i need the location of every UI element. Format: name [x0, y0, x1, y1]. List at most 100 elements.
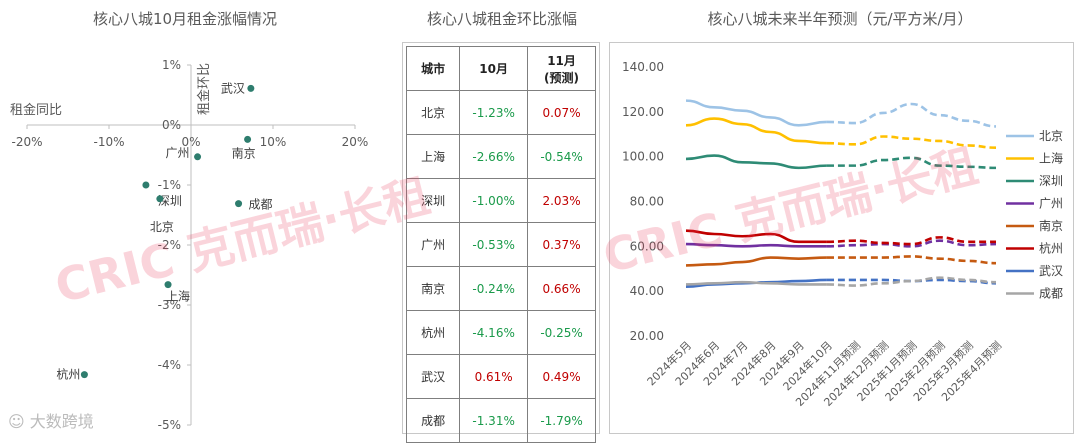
table-cell-oct: -4.16%	[459, 310, 529, 355]
table-cell-city: 武汉	[405, 354, 461, 399]
x-tick-label: 0%	[181, 135, 200, 149]
table-cell-city: 南京	[405, 266, 461, 311]
table-row: 武汉 0.61% 0.49%	[405, 354, 596, 399]
table-row: 广州 -0.53% 0.37%	[405, 222, 596, 267]
y-tick-label: 100.00	[622, 150, 664, 164]
series-line-广州-actual	[685, 242, 827, 248]
legend-label: 北京	[1039, 129, 1063, 143]
series-line-杭州-actual	[685, 229, 827, 244]
table-cell-city: 上海	[405, 134, 461, 179]
table-cell-city: 广州	[405, 222, 461, 267]
table-cell-nov: 0.07%	[527, 90, 596, 135]
scatter-label: 上海	[166, 289, 190, 304]
legend-label: 深圳	[1039, 174, 1063, 188]
legend-label: 武汉	[1039, 264, 1063, 278]
logo-icon: ☺	[8, 412, 25, 431]
logo-text: ☺ 大数跨境	[8, 408, 94, 432]
y-tick-label: -2%	[158, 238, 181, 252]
table-cell-nov: -1.79%	[527, 398, 596, 443]
series-line-武汉-forecast	[826, 278, 997, 285]
table-cell-city: 深圳	[405, 178, 461, 223]
table-cell-oct: 0.61%	[459, 354, 529, 399]
table-cell-city: 成都	[405, 398, 461, 443]
header-oct: 10月	[459, 46, 529, 91]
x-axis-label: 租金同比	[10, 102, 62, 118]
table-title: 核心八城租金环比涨幅	[426, 10, 577, 28]
scatter-point-武汉	[247, 84, 255, 92]
scatter-label: 武汉	[221, 81, 245, 95]
scatter-point-广州	[194, 153, 202, 161]
scatter-label: 南京	[232, 145, 256, 160]
x-tick-label: 10%	[260, 135, 287, 149]
scatter-point-上海	[164, 281, 172, 289]
table-row: 北京 -1.23% 0.07%	[405, 90, 596, 135]
legend-label: 广州	[1039, 197, 1063, 211]
y-tick-label: 20.00	[630, 329, 664, 343]
table-row: 成都 -1.31% -1.79%	[405, 398, 596, 443]
table-cell-oct: -2.66%	[459, 134, 529, 179]
line-title: 核心八城未来半年预测（元/平方米/月）	[707, 10, 973, 28]
table-row: 杭州 -4.16% -0.25%	[405, 310, 596, 355]
scatter-label: 广州	[166, 146, 190, 160]
line-chart: 140.00120.00100.0080.0060.0040.0020.0020…	[622, 60, 1063, 409]
mom-table-panel: 城市 10月 11月 (预测) 北京 -1.23% 0.07% 上海 -2.66% -0.5…	[402, 42, 600, 443]
table-row: 上海 -2.66% -0.54%	[405, 134, 596, 179]
series-line-成都-actual	[685, 280, 827, 286]
table-cell-nov: 2.03%	[527, 178, 596, 223]
x-tick-label: 20%	[342, 135, 369, 149]
table-cell-oct: -1.23%	[459, 90, 529, 135]
table-cell-nov: 0.37%	[527, 222, 596, 267]
legend-label: 成都	[1039, 287, 1063, 301]
series-line-南京-actual	[685, 256, 827, 267]
y-tick-label: 140.00	[622, 60, 664, 74]
table-cell-oct: -0.53%	[459, 222, 529, 267]
series-line-深圳-actual	[685, 154, 827, 170]
series-line-北京-actual	[685, 99, 827, 127]
scatter-point-深圳	[142, 181, 150, 189]
y-tick-label: -3%	[158, 298, 181, 312]
legend-label: 上海	[1039, 151, 1063, 166]
mom-table: 城市 10月 11月 (预测) 北京 -1.23% 0.07% 上海 -2.66% -0.5…	[405, 46, 596, 443]
y-tick-label: 0%	[162, 118, 181, 132]
series-line-广州-forecast	[826, 239, 997, 248]
logo-label: 大数跨境	[29, 412, 94, 431]
table-cell-city: 杭州	[405, 310, 461, 355]
series-line-上海-forecast	[826, 135, 997, 149]
line-chart-frame	[609, 42, 1074, 434]
y-tick-label: 80.00	[630, 195, 664, 209]
y-tick-label: 1%	[162, 58, 181, 72]
y-axis-label: 租金环比	[196, 63, 212, 115]
table-header-row: 城市 10月 11月 (预测)	[405, 46, 596, 91]
scatter-chart: -20% -10% 0% 10% 20% 1% 0% -1% -2% -3% -4% -5% 租金同比 租…	[10, 58, 369, 432]
y-tick-label: 120.00	[622, 105, 664, 119]
scatter-point-杭州	[80, 371, 88, 379]
scatter-point-南京	[244, 135, 252, 143]
scatter-point-北京	[156, 195, 164, 203]
table-cell-nov: -0.54%	[527, 134, 596, 179]
y-tick-label: -4%	[158, 358, 181, 372]
y-tick-label: 40.00	[630, 284, 664, 298]
y-tick-label: 60.00	[630, 239, 664, 253]
table-row: 南京 -0.24% 0.66%	[405, 266, 596, 311]
y-tick-label: -1%	[158, 178, 181, 192]
table-cell-nov: -0.25%	[527, 310, 596, 355]
table-cell-nov: 0.66%	[527, 266, 596, 311]
y-tick-label: -5%	[158, 418, 181, 432]
series-line-深圳-forecast	[826, 156, 997, 170]
scatter-title: 核心八城10月租金涨幅情况	[92, 10, 278, 28]
scatter-point-成都	[235, 200, 243, 208]
table-cell-nov: 0.49%	[527, 354, 596, 399]
header-city: 城市	[405, 46, 461, 91]
scatter-label: 杭州	[56, 367, 80, 382]
header-nov: 11月 (预测)	[527, 46, 596, 91]
scatter-label: 北京	[150, 220, 174, 234]
series-line-北京-forecast	[826, 102, 997, 128]
series-line-成都-forecast	[826, 276, 997, 287]
scatter-label: 深圳	[158, 194, 182, 208]
x-tick-label: -10%	[93, 135, 124, 149]
table-row: 深圳 -1.00% 2.03%	[405, 178, 596, 223]
legend-label: 南京	[1039, 218, 1063, 233]
legend-label: 杭州	[1039, 241, 1063, 256]
table-cell-oct: -0.24%	[459, 266, 529, 311]
series-line-南京-forecast	[826, 255, 997, 265]
